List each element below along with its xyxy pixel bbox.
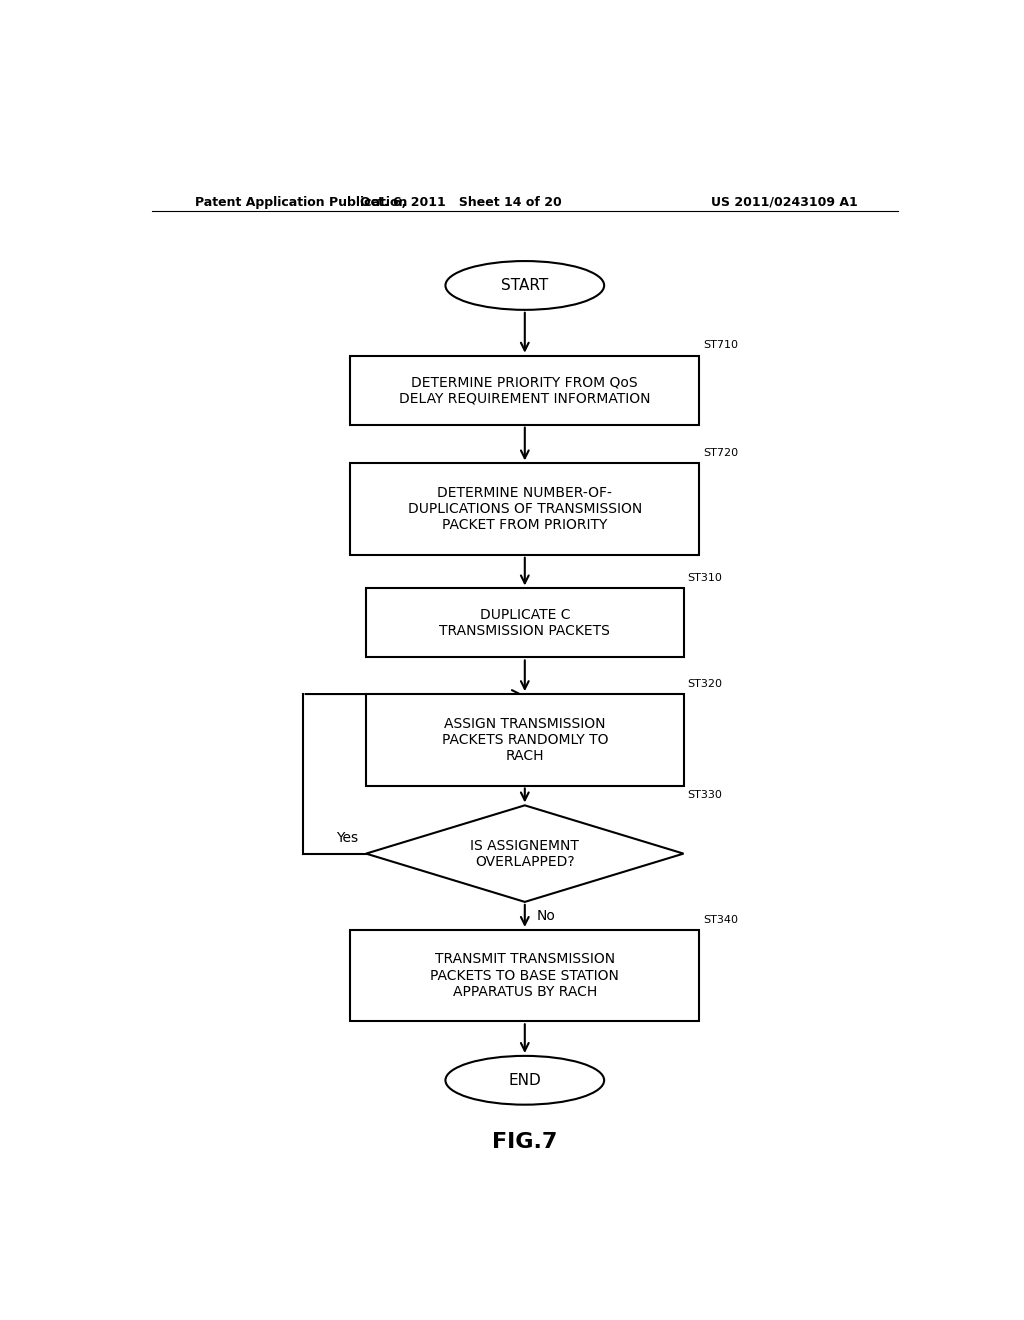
Bar xyxy=(350,463,699,554)
Text: DETERMINE NUMBER-OF-
DUPLICATIONS OF TRANSMISSION
PACKET FROM PRIORITY: DETERMINE NUMBER-OF- DUPLICATIONS OF TRA… xyxy=(408,486,642,532)
Text: Oct. 6, 2011   Sheet 14 of 20: Oct. 6, 2011 Sheet 14 of 20 xyxy=(360,195,562,209)
Text: DUPLICATE C
TRANSMISSION PACKETS: DUPLICATE C TRANSMISSION PACKETS xyxy=(439,607,610,638)
Text: START: START xyxy=(501,279,549,293)
Bar xyxy=(367,694,684,785)
Text: Patent Application Publication: Patent Application Publication xyxy=(196,195,408,209)
Text: END: END xyxy=(509,1073,541,1088)
Text: ST340: ST340 xyxy=(703,915,738,925)
Text: ST320: ST320 xyxy=(687,678,723,689)
Ellipse shape xyxy=(445,261,604,310)
Text: US 2011/0243109 A1: US 2011/0243109 A1 xyxy=(712,195,858,209)
Bar xyxy=(350,929,699,1022)
Text: ST720: ST720 xyxy=(703,449,738,458)
Text: ST310: ST310 xyxy=(687,573,722,583)
Text: Yes: Yes xyxy=(336,832,358,845)
Text: IS ASSIGNEMNT
OVERLAPPED?: IS ASSIGNEMNT OVERLAPPED? xyxy=(470,838,580,869)
Polygon shape xyxy=(367,805,684,902)
Text: ST330: ST330 xyxy=(687,791,722,800)
Bar xyxy=(350,355,699,425)
Ellipse shape xyxy=(445,1056,604,1105)
Text: DETERMINE PRIORITY FROM QoS
DELAY REQUIREMENT INFORMATION: DETERMINE PRIORITY FROM QoS DELAY REQUIR… xyxy=(399,375,650,405)
Text: No: No xyxy=(537,909,556,923)
Text: TRANSMIT TRANSMISSION
PACKETS TO BASE STATION
APPARATUS BY RACH: TRANSMIT TRANSMISSION PACKETS TO BASE ST… xyxy=(430,953,620,999)
Bar xyxy=(367,589,684,657)
Text: ASSIGN TRANSMISSION
PACKETS RANDOMLY TO
RACH: ASSIGN TRANSMISSION PACKETS RANDOMLY TO … xyxy=(441,717,608,763)
Text: ST710: ST710 xyxy=(703,341,738,351)
Text: FIG.7: FIG.7 xyxy=(493,1133,557,1152)
